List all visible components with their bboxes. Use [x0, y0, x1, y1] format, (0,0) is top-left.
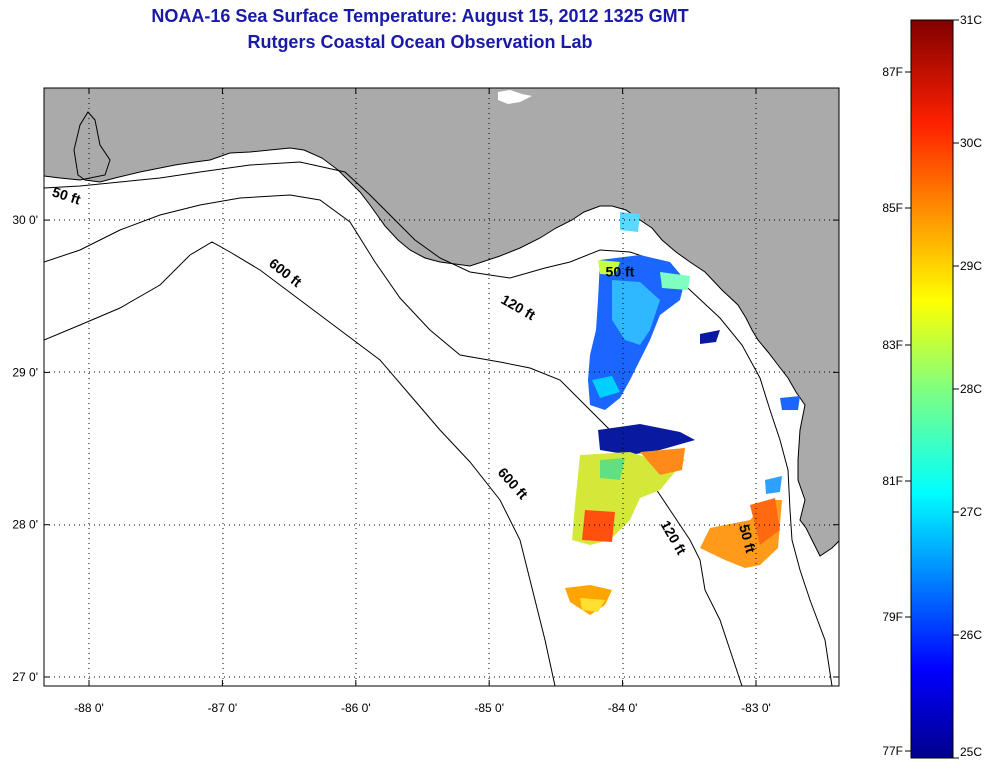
- cb-fahrenheit-label: 83F: [882, 338, 903, 352]
- map-frame: [43, 87, 840, 687]
- sst-data: [565, 212, 800, 615]
- land-mass: [44, 88, 839, 557]
- isobath-600ft: [44, 241, 556, 686]
- cb-fahrenheit-label: 87F: [882, 65, 903, 79]
- map-title: NOAA-16 Sea Surface Temperature: August …: [151, 6, 689, 26]
- cb-celsius-label: 29C: [960, 259, 982, 273]
- cb-celsius-label: 30C: [960, 136, 982, 150]
- cb-celsius-label: 27C: [960, 505, 982, 519]
- lon-tick-label: -85 0': [474, 701, 504, 715]
- isobath-120ft: [44, 194, 743, 686]
- cb-celsius-label: 28C: [960, 382, 982, 396]
- colorbar-labels: 31C 30C 29C 28C 27C 26C 25C 87F 85F 83F 81F 79F 77F: [882, 13, 982, 759]
- cb-fahrenheit-label: 79F: [882, 610, 903, 624]
- lon-tick-label: -87 0': [208, 701, 238, 715]
- map-subtitle: Rutgers Coastal Ocean Observation Lab: [247, 32, 593, 52]
- lat-tick-label: 29 0': [12, 365, 38, 379]
- lake: [498, 90, 532, 104]
- cb-celsius-label: 31C: [960, 13, 982, 27]
- cb-fahrenheit-label: 77F: [882, 744, 903, 758]
- lon-tick-label: -86 0': [341, 701, 371, 715]
- cb-fahrenheit-label: 85F: [882, 201, 903, 215]
- cb-fahrenheit-label: 81F: [882, 474, 903, 488]
- lon-tick-label: -83 0': [741, 701, 771, 715]
- cb-celsius-label: 25C: [960, 745, 982, 759]
- lat-tick-label: 30 0': [12, 213, 38, 227]
- cb-celsius-label: 26C: [960, 628, 982, 642]
- colorbar: [910, 19, 954, 759]
- contour-label: 50 ft: [606, 263, 635, 279]
- lat-tick-label: 28 0': [12, 518, 38, 532]
- isobath-50ft: [44, 161, 833, 686]
- contour-label: 50 ft: [736, 523, 759, 555]
- axes: -88 0' -87 0' -86 0' -85 0' -84 0' -83 0' 30 0…: [12, 88, 839, 715]
- lon-tick-label: -88 0': [74, 701, 104, 715]
- lon-tick-label: -84 0': [608, 701, 638, 715]
- lat-tick-label: 27 0': [12, 670, 38, 684]
